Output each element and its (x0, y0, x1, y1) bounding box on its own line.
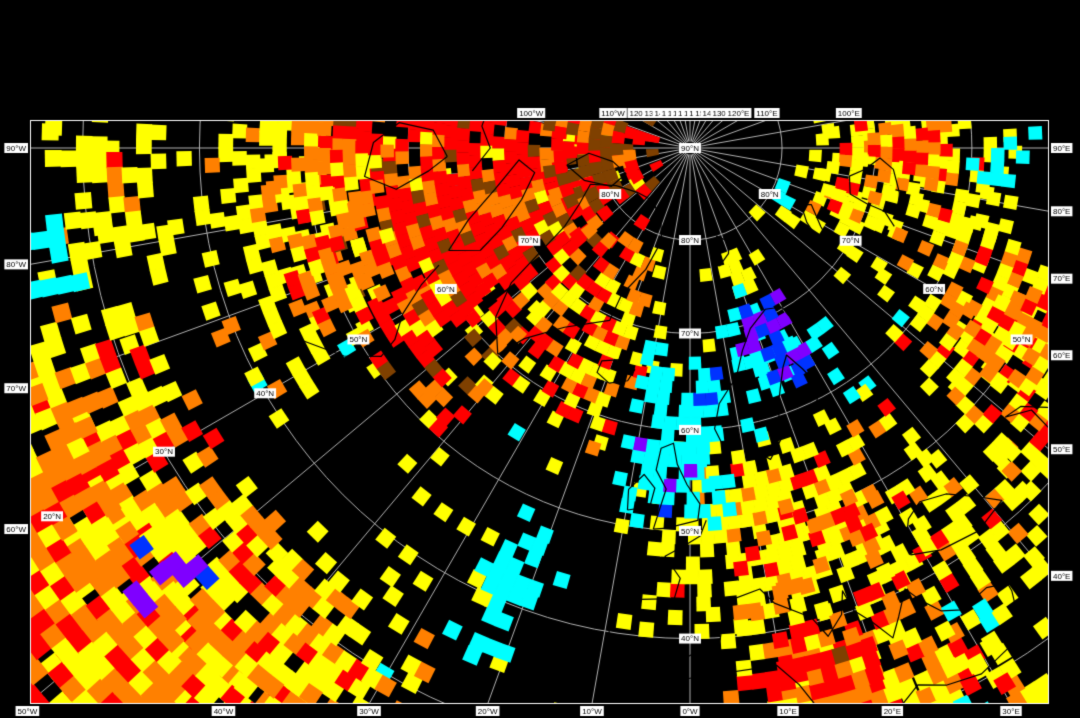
screenshot-root: { "colorbars": { "tick_color": "#00008b"… (0, 0, 1080, 718)
polar-map-canvas (0, 0, 1080, 718)
